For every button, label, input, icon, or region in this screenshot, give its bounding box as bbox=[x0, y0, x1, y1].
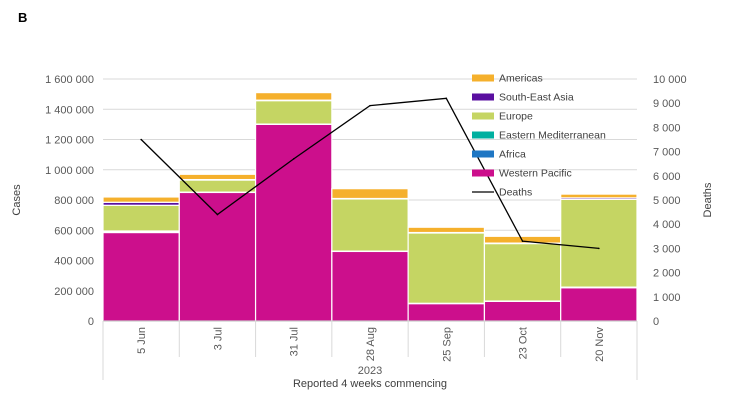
legend-swatch-europe bbox=[472, 112, 494, 120]
bar-western-pacific-23-oct bbox=[483, 300, 562, 322]
x-year-label: 2023 bbox=[358, 365, 382, 377]
y2-tick-label: 4 000 bbox=[653, 219, 681, 231]
bars bbox=[102, 92, 638, 322]
legend-label-eastern-mediterranean: Eastern Mediterranean bbox=[499, 130, 606, 142]
y2-tick-label: 3 000 bbox=[653, 243, 681, 255]
bar-europe-28-aug bbox=[331, 198, 409, 252]
deaths-point-20-nov bbox=[598, 247, 600, 250]
bar-americas-20-nov bbox=[560, 193, 638, 199]
x-tick-label: 28 Aug bbox=[365, 327, 377, 361]
axes: 0 200 000 400 000 600 000 800 000 1 000 000 1 … bbox=[11, 74, 714, 390]
bar-americas-28-aug bbox=[331, 188, 409, 200]
bar-americas-31-jul bbox=[254, 92, 333, 101]
y2-tick-label: 2 000 bbox=[653, 268, 681, 280]
bar-europe-31-jul bbox=[254, 100, 333, 125]
y-tick-label: 1 000 000 bbox=[45, 165, 94, 177]
y2-tick-label: 7 000 bbox=[653, 147, 681, 159]
y2-tick-label: 5 000 bbox=[653, 195, 681, 207]
bar-americas-5-jun bbox=[102, 196, 180, 203]
bar-western-pacific-5-jun bbox=[102, 231, 180, 322]
deaths-point-28-aug bbox=[369, 104, 371, 107]
deaths-point-25-sep bbox=[445, 97, 448, 100]
y2-tick-label: 10 000 bbox=[653, 74, 687, 86]
y-tick-label: 400 000 bbox=[54, 256, 94, 268]
legend-swatch-western-pacific bbox=[472, 169, 494, 177]
panel-label: B bbox=[18, 10, 28, 25]
x-tick-label: 5 Jun bbox=[136, 327, 148, 354]
deaths-line-layer bbox=[140, 97, 600, 250]
y-tick-label: 1 400 000 bbox=[45, 104, 94, 116]
legend-label-europe: Europe bbox=[499, 111, 533, 123]
x-tick-label: 31 Jul bbox=[289, 327, 301, 356]
y2-axis-title: Deaths bbox=[702, 182, 714, 217]
deaths-point-3-jul bbox=[216, 213, 219, 216]
bar-western-pacific-28-aug bbox=[331, 250, 409, 322]
bar-americas-25-sep bbox=[407, 226, 486, 234]
x-axis-title: Reported 4 weeks commencing bbox=[293, 378, 447, 390]
bar-europe-20-nov bbox=[560, 198, 638, 288]
y2-tick-label: 6 000 bbox=[653, 171, 681, 183]
legend-label-western-pacific: Western Pacific bbox=[499, 168, 572, 180]
deaths-point-31-jul bbox=[292, 158, 295, 160]
legend-label-south-east-asia: South-East Asia bbox=[499, 92, 574, 104]
y-tick-label: 800 000 bbox=[54, 195, 94, 207]
legend-swatch-americas bbox=[472, 74, 494, 82]
legend-swatch-eastern-mediterranean bbox=[472, 131, 494, 139]
y-tick-label: 200 000 bbox=[54, 286, 94, 298]
y-tick-label: 1 200 000 bbox=[45, 135, 94, 147]
bar-europe-3-jul bbox=[178, 179, 257, 193]
legend-label-americas: Americas bbox=[499, 73, 543, 85]
bar-americas-23-oct bbox=[483, 235, 562, 244]
deaths-point-5-jun bbox=[140, 138, 142, 141]
y2-tick-label: 0 bbox=[653, 316, 659, 328]
y2-tick-label: 1 000 bbox=[653, 292, 681, 304]
legend-label-deaths: Deaths bbox=[499, 187, 532, 199]
bar-western-pacific-25-sep bbox=[407, 303, 486, 322]
deaths-point-23-oct bbox=[521, 240, 524, 242]
y2-tick-label: 8 000 bbox=[653, 122, 681, 134]
x-tick-label: 20 Nov bbox=[594, 327, 606, 362]
x-tick-label: 25 Sep bbox=[441, 327, 453, 362]
y-axis-title: Cases bbox=[11, 184, 23, 216]
bar-western-pacific-20-nov bbox=[560, 287, 638, 322]
x-tick-label: 3 Jul bbox=[212, 327, 224, 350]
y-tick-label: 0 bbox=[88, 316, 94, 328]
bar-europe-25-sep bbox=[407, 232, 486, 304]
y2-tick-label: 9 000 bbox=[653, 98, 681, 110]
legend-swatch-africa bbox=[472, 150, 494, 158]
y-tick-label: 600 000 bbox=[54, 225, 94, 237]
bar-americas-3-jul bbox=[178, 173, 257, 181]
bar-western-pacific-31-jul bbox=[254, 123, 333, 322]
legend-label-africa: Africa bbox=[499, 149, 526, 161]
legend: Americas South-East Asia Europe Eastern Med… bbox=[472, 73, 606, 199]
bar-europe-5-jun bbox=[102, 204, 180, 232]
y-tick-label: 1 600 000 bbox=[45, 74, 94, 86]
legend-swatch-south-east-asia bbox=[472, 93, 494, 101]
x-tick-label: 23 Oct bbox=[518, 327, 530, 359]
bar-western-pacific-3-jul bbox=[178, 191, 257, 322]
bar-europe-23-oct bbox=[483, 242, 562, 302]
